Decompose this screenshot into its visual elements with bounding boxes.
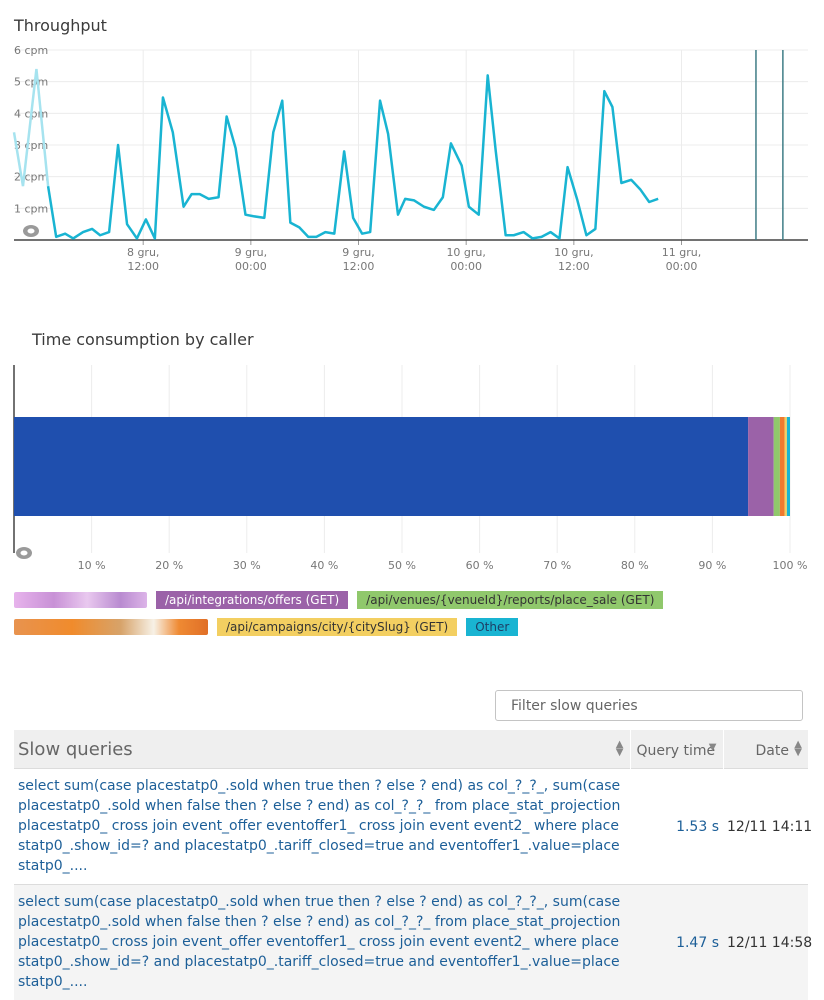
x-tick-label: 90 % xyxy=(698,559,726,572)
query-time-label: Query time xyxy=(637,743,716,759)
sort-desc-icon[interactable]: ▼ xyxy=(709,744,717,752)
x-tick-label: 12:00 xyxy=(558,260,590,273)
date-label: Date xyxy=(756,743,789,759)
x-tick-label: 9 gru, xyxy=(235,246,267,259)
table-header-row: Slow queries ▲▼ Query time ▼ Date ▲▼ xyxy=(14,730,808,769)
chart-logo-icon xyxy=(28,229,35,234)
table-row[interactable]: select sum(case placestatp0_.sold when t… xyxy=(14,769,808,885)
x-tick-label: 50 % xyxy=(388,559,416,572)
x-tick-label: 12:00 xyxy=(343,260,375,273)
slow-queries-header[interactable]: Slow queries ▲▼ xyxy=(14,730,630,769)
legend-row-2: /api/campaigns/city/{citySlug} (GET) Oth… xyxy=(14,618,814,636)
legend-item-venues-reports[interactable]: /api/venues/{venueId}/reports/place_sale… xyxy=(357,591,663,609)
throughput-line xyxy=(48,75,658,238)
slow-queries-title: Slow queries xyxy=(18,739,133,760)
table-row[interactable]: select sum(case placestatp0_.sold when t… xyxy=(14,885,808,1000)
x-tick-label: 00:00 xyxy=(235,260,267,273)
legend-item-redacted-2[interactable] xyxy=(14,619,208,635)
bar-segment xyxy=(780,417,785,516)
query-date: 12/11 14:11 xyxy=(723,769,808,885)
x-tick-label: 100 % xyxy=(773,559,808,572)
legend-item-redacted-1[interactable] xyxy=(14,592,147,608)
x-tick-label: 10 gru, xyxy=(554,246,593,259)
sort-both-icon[interactable]: ▲▼ xyxy=(794,741,802,757)
x-tick-label: 70 % xyxy=(543,559,571,572)
legend-row-1: /api/integrations/offers (GET) /api/venu… xyxy=(14,591,814,609)
filter-slow-queries-input[interactable] xyxy=(495,690,803,721)
bar-segment xyxy=(748,417,774,516)
x-tick-label: 8 gru, xyxy=(127,246,159,259)
query-time-header[interactable]: Query time ▼ xyxy=(630,730,723,769)
y-tick-label: 1 cpm xyxy=(14,202,48,215)
bar-segment xyxy=(787,417,790,516)
legend-item-other[interactable]: Other xyxy=(466,618,518,636)
throughput-title: Throughput xyxy=(14,16,107,35)
legend-item-campaigns-city[interactable]: /api/campaigns/city/{citySlug} (GET) xyxy=(217,618,457,636)
x-tick-label: 40 % xyxy=(310,559,338,572)
query-date: 12/11 14:58 xyxy=(723,885,808,1000)
x-tick-label: 00:00 xyxy=(666,260,698,273)
x-tick-label: 60 % xyxy=(466,559,494,572)
x-tick-label: 12:00 xyxy=(127,260,159,273)
query-time: 1.53 s xyxy=(630,769,723,885)
bar-segment xyxy=(14,417,748,516)
sort-both-icon[interactable]: ▲▼ xyxy=(616,741,624,757)
bar-segment xyxy=(774,417,780,516)
time-consumption-title: Time consumption by caller xyxy=(32,330,254,349)
legend-item-integrations-offers[interactable]: /api/integrations/offers (GET) xyxy=(156,591,348,609)
time-consumption-chart: 10 % 20 % 30 % 40 % 50 % 60 % 70 % 80 % 90 % 100 … xyxy=(0,360,824,582)
slow-queries-table: Slow queries ▲▼ Query time ▼ Date ▲▼ sel… xyxy=(14,730,808,1000)
x-tick-label: 80 % xyxy=(621,559,649,572)
date-header[interactable]: Date ▲▼ xyxy=(723,730,808,769)
chart-logo-icon xyxy=(21,551,28,556)
y-tick-label: 6 cpm xyxy=(14,44,48,57)
x-tick-label: 00:00 xyxy=(450,260,482,273)
y-tick-label: 5 cpm xyxy=(14,76,48,89)
query-time: 1.47 s xyxy=(630,885,723,1000)
x-tick-label: 10 % xyxy=(78,559,106,572)
bar-segment xyxy=(785,417,787,516)
x-tick-label: 20 % xyxy=(155,559,183,572)
x-tick-label: 11 gru, xyxy=(662,246,701,259)
y-tick-label: 2 cpm xyxy=(14,171,48,184)
x-tick-label: 9 gru, xyxy=(342,246,374,259)
query-text[interactable]: select sum(case placestatp0_.sold when t… xyxy=(14,769,630,885)
caller-legend: /api/integrations/offers (GET) /api/venu… xyxy=(14,591,814,645)
x-tick-label: 30 % xyxy=(233,559,261,572)
query-text[interactable]: select sum(case placestatp0_.sold when t… xyxy=(14,885,630,1000)
x-tick-label: 10 gru, xyxy=(446,246,485,259)
